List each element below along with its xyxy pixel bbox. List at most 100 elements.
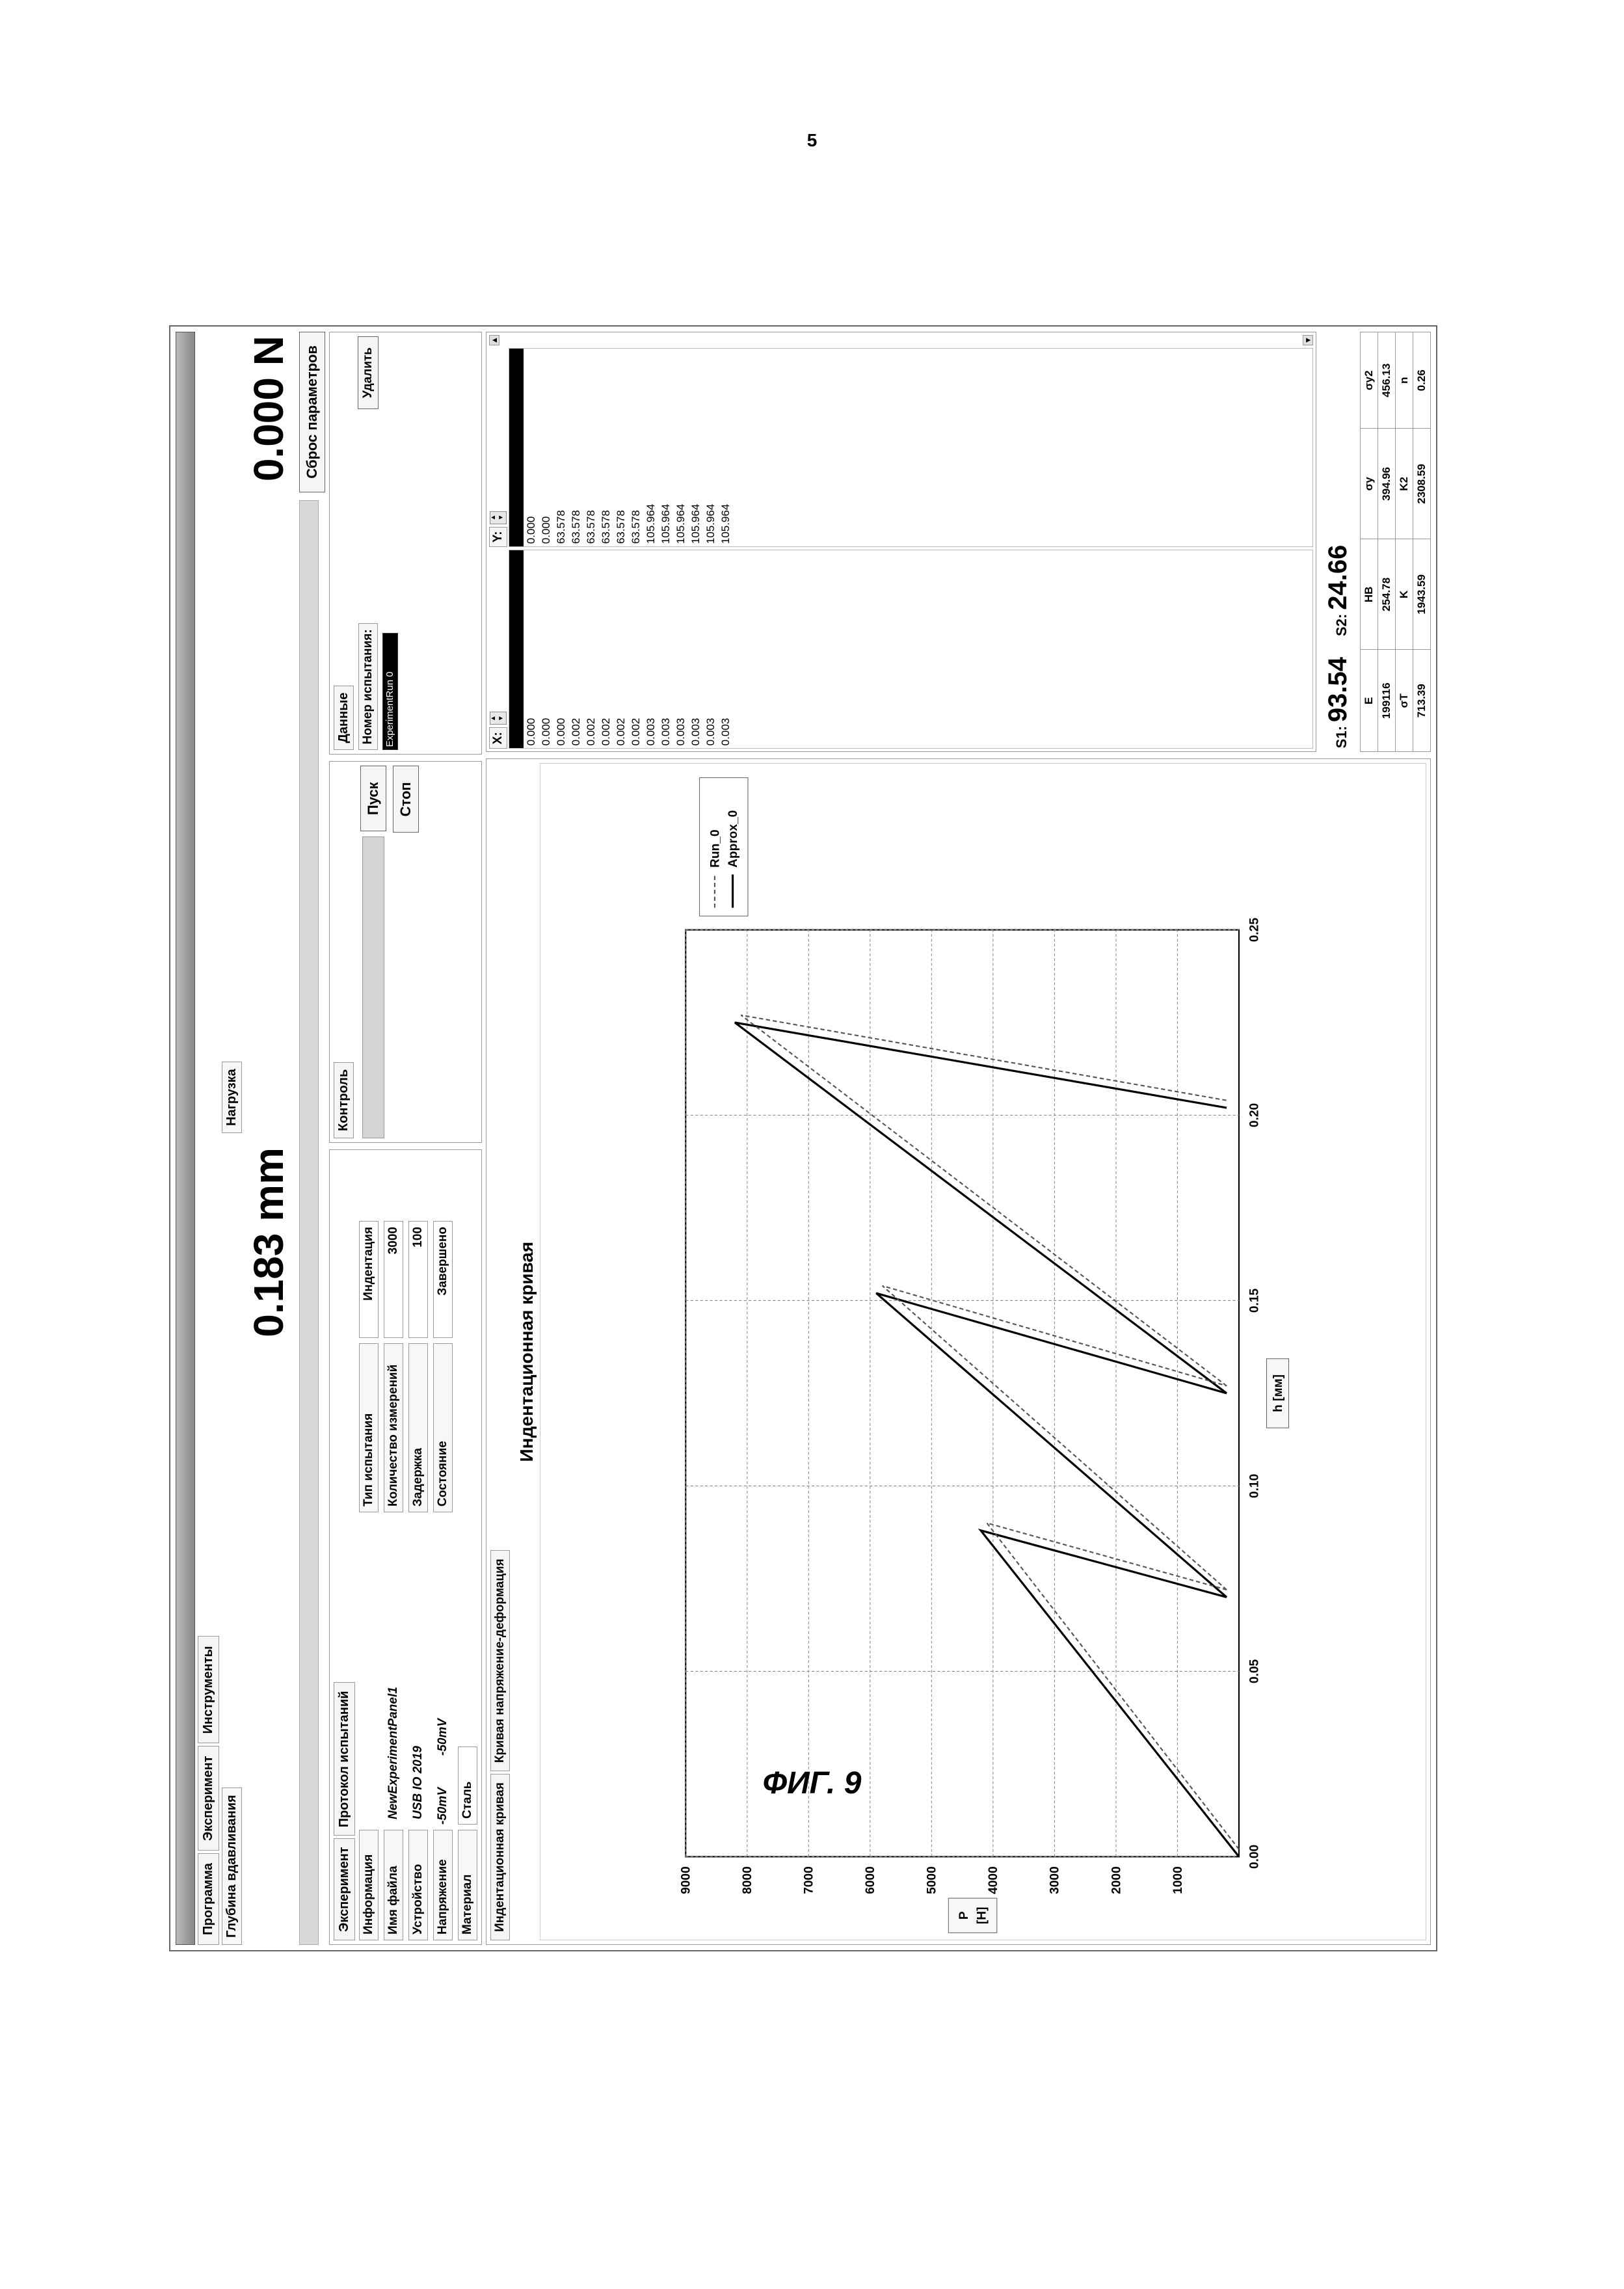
svg-text:h [мм]: h [мм] xyxy=(1271,1374,1285,1412)
result-value: 254.78 xyxy=(1378,539,1396,650)
s2-label: S2: xyxy=(1333,614,1350,636)
tab-protocol[interactable]: Протокол испытаний xyxy=(334,1682,355,1836)
result-value: 394.96 xyxy=(1378,429,1396,539)
device-value: USB IO 2019 xyxy=(409,1681,427,1825)
svg-text:3000: 3000 xyxy=(1048,1866,1062,1894)
menu-instruments[interactable]: Инструменты xyxy=(198,1636,219,1743)
delete-button[interactable]: Удалить xyxy=(358,336,379,409)
y-label: Y: xyxy=(489,527,507,548)
state-label: Состояние xyxy=(433,1343,453,1512)
svg-text:Run_0: Run_0 xyxy=(708,829,722,867)
delay-value: 100 xyxy=(408,1221,428,1338)
result-header: σy xyxy=(1361,429,1378,539)
x-spinner[interactable]: ▲▼ xyxy=(490,712,507,725)
svg-text:P: P xyxy=(957,1911,971,1920)
material-label: Материал xyxy=(458,1830,477,1940)
result-header: K2 xyxy=(1396,429,1413,539)
stop-button[interactable]: Стоп xyxy=(393,766,419,833)
scroll-down-icon[interactable]: ▼ xyxy=(1303,335,1313,345)
svg-text:0.15: 0.15 xyxy=(1248,1288,1262,1313)
y-value: 63.578 xyxy=(628,349,643,546)
control-label: Контроль xyxy=(334,1062,354,1138)
x-value: 0.002 xyxy=(613,550,628,748)
result-value: 713.39 xyxy=(1413,650,1431,752)
x-value: 0.002 xyxy=(568,550,583,748)
y-spinner[interactable]: ▲▼ xyxy=(490,511,507,524)
result-value: 2308.59 xyxy=(1413,429,1431,539)
y-value: 63.578 xyxy=(568,349,583,546)
indentation-chart: 0.000.050.100.150.200.251000200030004000… xyxy=(540,763,1426,1940)
file-label: Имя файла xyxy=(384,1830,403,1940)
voltage-v2: -50mV xyxy=(436,1691,450,1756)
result-value: 1943.59 xyxy=(1413,539,1431,650)
count-value: 3000 xyxy=(384,1221,403,1338)
y-value: 63.578 xyxy=(598,349,613,546)
result-value: 456.13 xyxy=(1378,332,1396,429)
svg-text:0.20: 0.20 xyxy=(1248,1103,1262,1127)
y-value: 105.964 xyxy=(703,349,718,546)
device-label: Устройство xyxy=(408,1830,428,1940)
start-button[interactable]: Пуск xyxy=(360,766,386,831)
y-list-header xyxy=(509,349,524,546)
result-header: n xyxy=(1396,332,1413,429)
load-label: Нагрузка xyxy=(222,1062,242,1133)
depth-value: 0.183 mm xyxy=(242,1144,295,1945)
x-value: 0.000 xyxy=(539,550,553,748)
count-label: Количество измерений xyxy=(384,1343,403,1512)
x-value: 0.002 xyxy=(583,550,598,748)
scroll-up-icon[interactable]: ▲ xyxy=(489,335,499,345)
x-value: 0.002 xyxy=(598,550,613,748)
svg-text:Approx_0: Approx_0 xyxy=(726,810,740,868)
svg-text:[H]: [H] xyxy=(976,1907,989,1925)
menu-program[interactable]: Программа xyxy=(198,1853,219,1945)
x-value: 0.003 xyxy=(718,550,733,748)
reset-button[interactable]: Сброс параметров xyxy=(299,332,325,492)
chart-title: Индентационная кривая xyxy=(516,763,537,1940)
info-label: Информация xyxy=(359,1830,379,1940)
x-value: 0.003 xyxy=(688,550,703,748)
figure-caption: ФИГ. 9 xyxy=(0,1765,1624,1801)
result-header: K xyxy=(1396,539,1413,650)
load-value: 0.000 N xyxy=(242,332,295,1133)
result-value: 0.26 xyxy=(1413,332,1431,429)
titlebar xyxy=(176,332,195,1945)
x-value: 0.000 xyxy=(524,550,539,748)
tab-experiment[interactable]: Эксперимент xyxy=(334,1838,355,1940)
test-number-field[interactable]: ExperimentRun 0 xyxy=(382,633,398,750)
y-value: 63.578 xyxy=(583,349,598,546)
s2-value: 24.66 xyxy=(1324,545,1353,610)
y-value: 105.964 xyxy=(688,349,703,546)
y-list[interactable]: 0.0000.00063.57863.57863.57863.57863.578… xyxy=(509,348,1313,547)
x-value: 0.003 xyxy=(703,550,718,748)
y-value: 63.578 xyxy=(553,349,568,546)
svg-text:0.10: 0.10 xyxy=(1248,1474,1262,1498)
svg-text:9000: 9000 xyxy=(680,1866,693,1894)
y-value: 105.964 xyxy=(658,349,673,546)
chevron-down-icon: ▼ xyxy=(498,512,506,524)
y-value: 63.578 xyxy=(613,349,628,546)
svg-text:0.00: 0.00 xyxy=(1248,1845,1262,1869)
control-panel: Контроль Пуск Стоп xyxy=(329,761,482,1143)
svg-text:6000: 6000 xyxy=(864,1866,877,1894)
x-value: 0.003 xyxy=(658,550,673,748)
state-value: Завершено xyxy=(433,1221,453,1338)
s1-label: S1: xyxy=(1333,726,1350,748)
progress-bar xyxy=(299,500,319,1945)
tab-stress-strain-curve[interactable]: Кривая напряжение-деформация xyxy=(490,1550,510,1771)
page-number: 5 xyxy=(117,130,1507,151)
test-number-label: Номер испытания: xyxy=(358,623,378,750)
test-number-value: ExperimentRun 0 xyxy=(383,634,397,749)
svg-text:0.05: 0.05 xyxy=(1248,1659,1262,1683)
x-value: 0.003 xyxy=(643,550,658,748)
svg-text:5000: 5000 xyxy=(925,1866,939,1894)
x-list[interactable]: 0.0000.0000.0000.0020.0020.0020.0020.002… xyxy=(509,550,1313,749)
y-value: 0.000 xyxy=(539,349,553,546)
svg-text:7000: 7000 xyxy=(803,1866,816,1894)
depth-label: Глубина вдавливания xyxy=(222,1787,242,1945)
result-header: σy2 xyxy=(1361,332,1378,429)
delay-label: Задержка xyxy=(408,1343,428,1512)
x-value: 0.002 xyxy=(628,550,643,748)
s1-value: 93.54 xyxy=(1324,657,1353,722)
menubar: Программа Эксперимент Инструменты xyxy=(198,332,219,1945)
y-value: 105.964 xyxy=(643,349,658,546)
